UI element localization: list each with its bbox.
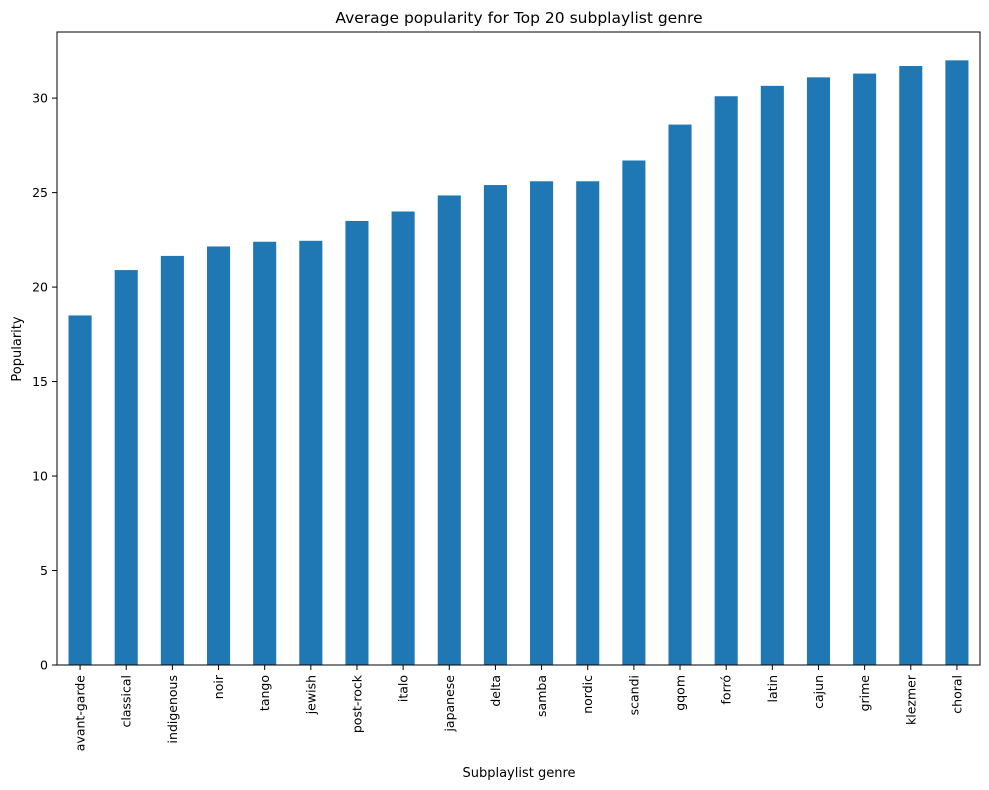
bar-post-rock bbox=[345, 220, 369, 665]
bar-noir bbox=[206, 246, 231, 665]
bar-samba bbox=[530, 181, 554, 665]
y-tick-label: 25 bbox=[32, 185, 48, 200]
y-tick-label: 10 bbox=[32, 469, 48, 484]
y-tick-label: 15 bbox=[32, 374, 48, 389]
x-tick-label: post-rock bbox=[349, 674, 364, 733]
x-tick-label: nordic bbox=[580, 675, 595, 714]
plot-frame bbox=[56, 31, 981, 666]
bar-delta bbox=[483, 185, 507, 666]
x-tick-label: avant-garde bbox=[73, 675, 88, 751]
bar-scandi bbox=[622, 160, 646, 665]
bars-group bbox=[68, 60, 969, 666]
bar-tango bbox=[253, 241, 277, 665]
bar-grime bbox=[853, 73, 877, 666]
bar-cajun bbox=[806, 77, 831, 666]
y-tick-label: 30 bbox=[32, 91, 48, 106]
x-tick-label: japanese bbox=[442, 675, 457, 733]
y-axis: 0 5 10 15 20 25 30 bbox=[32, 91, 57, 673]
bar-klezmer bbox=[899, 66, 923, 665]
bar-japanese bbox=[437, 195, 461, 665]
y-tick-label: 20 bbox=[32, 280, 48, 295]
x-tick-label: samba bbox=[534, 675, 549, 717]
x-tick-label: delta bbox=[488, 675, 503, 707]
x-tick-label: jewish bbox=[303, 675, 318, 715]
x-tick-label: gqom bbox=[673, 675, 688, 711]
bar-indigenous bbox=[160, 255, 184, 666]
x-tick-label: cajun bbox=[811, 675, 826, 709]
bar-classical bbox=[114, 270, 138, 665]
x-tick-label: klezmer bbox=[903, 674, 918, 725]
y-tick-label: 5 bbox=[40, 563, 48, 578]
bar-gqom bbox=[668, 124, 692, 665]
bar-latin bbox=[760, 85, 784, 666]
x-axis: avant-garde classical indigenous noir tango j… bbox=[73, 665, 964, 751]
y-axis-label: Popularity bbox=[10, 316, 25, 381]
chart-title: Average popularity for Top 20 subplaylis… bbox=[335, 9, 702, 27]
x-tick-label: latin bbox=[765, 675, 780, 702]
x-tick-label: choral bbox=[949, 675, 964, 714]
x-axis-label: Subplaylist genre bbox=[462, 766, 575, 781]
x-tick-label: italo bbox=[396, 675, 411, 702]
bar-jewish bbox=[299, 240, 323, 665]
x-tick-label: noir bbox=[211, 674, 226, 699]
x-tick-label: scandi bbox=[626, 675, 641, 715]
bar-forró bbox=[714, 96, 738, 666]
bar-choral bbox=[945, 60, 969, 666]
x-tick-label: indigenous bbox=[165, 675, 180, 743]
bar-avant-garde bbox=[68, 315, 92, 665]
x-tick-label: classical bbox=[119, 675, 134, 728]
bar-italo bbox=[391, 211, 415, 666]
x-tick-label: forró bbox=[719, 675, 734, 704]
bar-nordic bbox=[576, 181, 600, 665]
x-tick-label: grime bbox=[857, 675, 872, 712]
x-tick-label: tango bbox=[257, 675, 272, 711]
y-tick-label: 0 bbox=[40, 658, 48, 673]
